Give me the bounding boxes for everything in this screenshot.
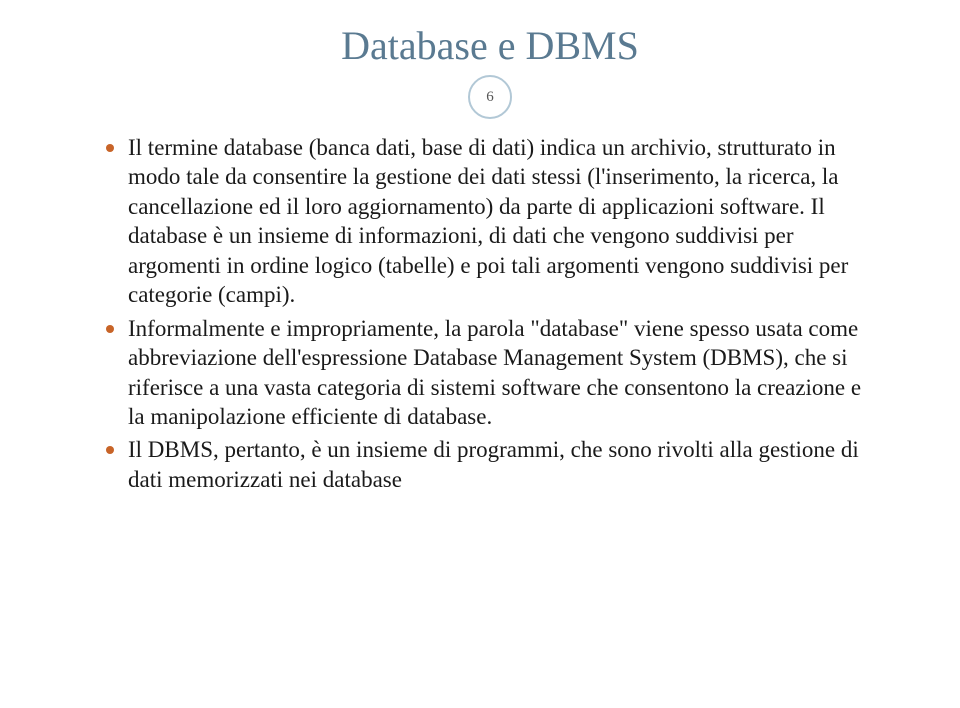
slide-title: Database e DBMS xyxy=(100,22,880,69)
bullet-list: Il termine database (banca dati, base di… xyxy=(100,133,880,494)
slide: Database e DBMS 6 Il termine database (b… xyxy=(0,0,960,708)
bullet-item: Il DBMS, pertanto, è un insieme di progr… xyxy=(100,435,880,494)
page-number-badge: 6 xyxy=(468,75,512,119)
bullet-item: Informalmente e impropriamente, la parol… xyxy=(100,314,880,432)
bullet-item: Il termine database (banca dati, base di… xyxy=(100,133,880,310)
